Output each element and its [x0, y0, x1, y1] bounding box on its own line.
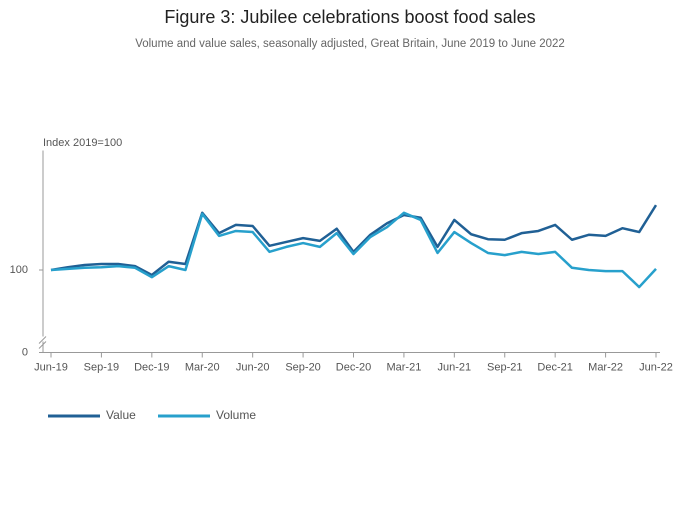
chart-title: Figure 3: Jubilee celebrations boost foo… [164, 7, 535, 27]
axis-break [38, 341, 47, 349]
legend-label: Value [106, 408, 136, 422]
x-tick-label: Dec-20 [336, 361, 371, 373]
y-tick-label: 100 [10, 264, 28, 276]
x-tick-label: Sep-19 [84, 361, 119, 373]
y-axis-label: Index 2019=100 [43, 137, 122, 149]
x-tick-label: Dec-19 [134, 361, 169, 373]
x-tick-label: Mar-22 [588, 361, 623, 373]
x-tick-label: Jun-19 [34, 361, 68, 373]
x-tick-label: Dec-21 [537, 361, 572, 373]
x-tick-label: Sep-20 [285, 361, 320, 373]
x-tick-label: Jun-21 [438, 361, 472, 373]
axis-break [38, 336, 47, 344]
data-line [50, 211, 657, 289]
x-tick-label: Mar-20 [185, 361, 220, 373]
data-line [50, 204, 658, 277]
chart-subtitle: Volume and value sales, seasonally adjus… [135, 38, 565, 50]
x-tick-label: Jun-20 [236, 361, 270, 373]
x-tick-label: Mar-21 [386, 361, 421, 373]
x-tick-label: Jun-22 [639, 361, 673, 373]
x-tick-label: Sep-21 [487, 361, 522, 373]
y-tick-label: 0 [22, 346, 28, 358]
legend-label: Volume [216, 408, 256, 422]
